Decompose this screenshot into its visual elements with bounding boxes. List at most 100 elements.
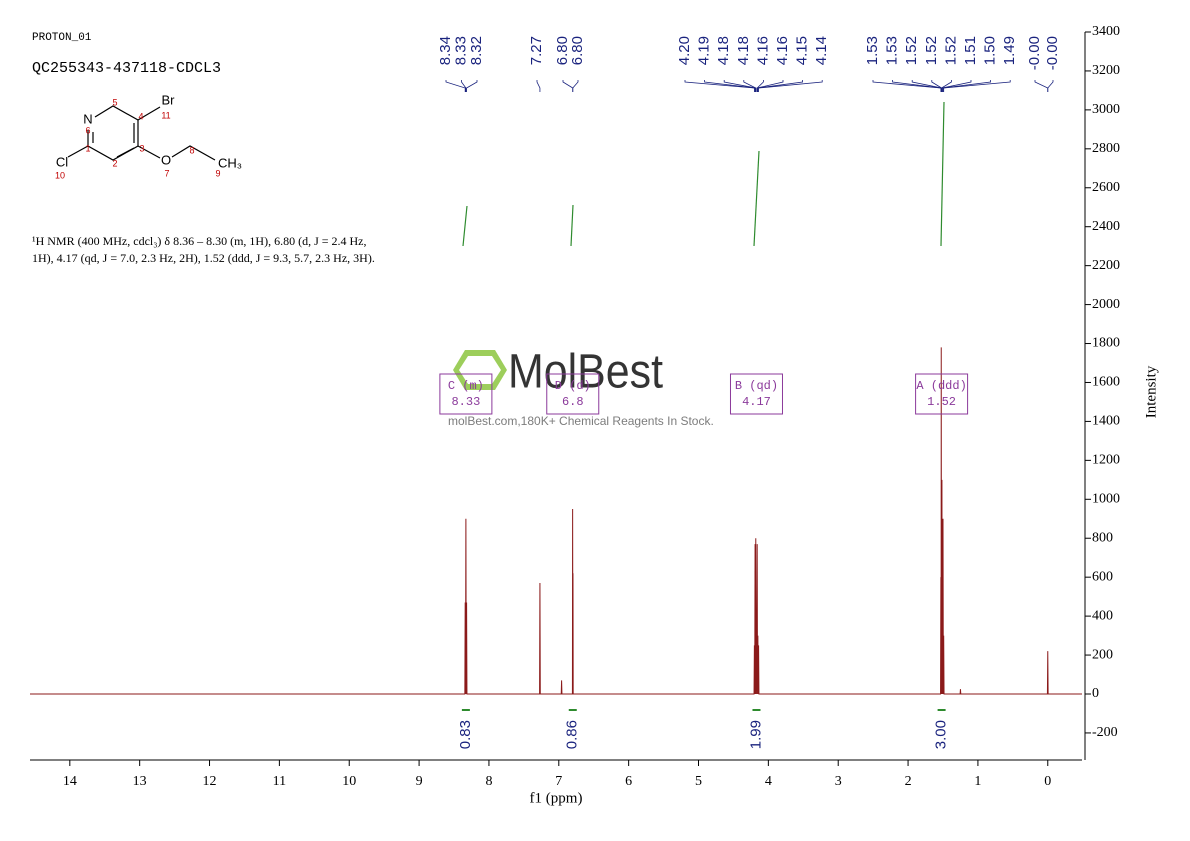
- y-tick-label: 3400: [1092, 24, 1120, 39]
- y-tick-label: 2800: [1092, 141, 1120, 156]
- peak-connector: [445, 80, 466, 92]
- atom-number: 5: [112, 97, 117, 107]
- x-tick-label: 5: [695, 774, 702, 789]
- x-tick-label: 2: [905, 774, 912, 789]
- atom: CH₃: [218, 155, 242, 170]
- multiplet-box: [729, 373, 783, 415]
- y-tick-label: 3200: [1092, 63, 1120, 78]
- atom-number: 2: [112, 158, 117, 168]
- peak-label: 8.34: [437, 36, 454, 65]
- y-tick-label: 1200: [1092, 453, 1120, 468]
- x-tick-label: 9: [416, 774, 423, 789]
- sample: QC255343-437118-CDCL3: [32, 60, 221, 77]
- peak-label: 8.32: [468, 36, 485, 65]
- peak-label: 6.80: [554, 36, 571, 65]
- structure: N Br Cl O CH₃ 5 4 11 6 1 3 2 10 7 8 9: [55, 92, 242, 180]
- peak-connector: [461, 80, 467, 92]
- x-tick-label: 1: [974, 774, 981, 789]
- peak-connector: [758, 80, 823, 92]
- peak-label: 1.53: [864, 36, 881, 65]
- y-tick-label: 1800: [1092, 336, 1120, 351]
- atom: Cl: [56, 154, 68, 169]
- brand: MolBest: [508, 346, 663, 399]
- y-tick-label: 0: [1092, 686, 1099, 701]
- atom-number: 7: [164, 168, 169, 178]
- peak-label: 1.50: [982, 36, 999, 65]
- peak-label: 4.18: [715, 36, 732, 65]
- x-tick-label: 8: [485, 774, 492, 789]
- multiplet-box: [439, 373, 493, 415]
- x-axis-label: f1 (ppm): [530, 790, 583, 806]
- peak-connector: [536, 80, 541, 92]
- description: ¹H NMR (400 MHz, cdcl₃) δ 8.36 – 8.30 (m…: [32, 234, 367, 248]
- peak-connector: [743, 80, 757, 92]
- peak-label: 1.49: [1001, 36, 1018, 65]
- x-tick-label: 11: [273, 774, 286, 789]
- multiplet-shift: 1.52: [927, 395, 956, 409]
- x-tick-label: 3: [835, 774, 842, 789]
- peak-label: 7.27: [528, 36, 545, 65]
- integral-label: 0.83: [457, 720, 474, 749]
- atom-number: 3: [139, 143, 144, 153]
- spectrum: [30, 347, 1082, 695]
- peak-label: 4.18: [735, 36, 752, 65]
- y-axis-label: Intensity: [1143, 365, 1159, 418]
- tagline: molBest.com,180K+ Chemical Reagents In S…: [448, 414, 714, 428]
- peak-connector: [704, 80, 756, 92]
- x-tick-label: 4: [765, 774, 772, 789]
- peak-label: 1.52: [923, 36, 940, 65]
- logo: [459, 356, 501, 384]
- peak-label: 1.52: [942, 36, 959, 65]
- peak-connector: [562, 80, 574, 92]
- integral-label: 1.99: [747, 720, 764, 749]
- y-tick-label: 800: [1092, 530, 1113, 545]
- peak-label: 4.15: [794, 36, 811, 65]
- atom-number: 8: [189, 145, 194, 155]
- y-tick-label: 2400: [1092, 219, 1120, 234]
- atom-number: 4: [138, 111, 143, 121]
- structure-bonds: [67, 105, 216, 161]
- peak-label: 1.53: [884, 36, 901, 65]
- atom-number: 6: [85, 125, 90, 135]
- peak-label: 4.19: [696, 36, 713, 65]
- multiplet-shift: 8.33: [451, 395, 480, 409]
- integral-label: 3.00: [933, 720, 950, 749]
- x-tick-label: 14: [63, 774, 77, 789]
- peak-label: 4.14: [813, 36, 830, 65]
- atom: O: [161, 152, 171, 167]
- y-tick-label: 400: [1092, 608, 1113, 623]
- multiplet-name: A (ddd): [916, 379, 966, 393]
- peak-label: 6.80: [569, 36, 586, 65]
- multiplet-name: B (qd): [735, 379, 778, 393]
- y-tick-label: 2200: [1092, 258, 1120, 273]
- y-tick-label: 3000: [1092, 102, 1120, 117]
- peak-connector: [684, 80, 755, 92]
- peak-connector: [757, 80, 803, 92]
- peak-connector: [1034, 80, 1049, 92]
- x-tick-label: 13: [133, 774, 147, 789]
- peak-connector: [466, 80, 478, 92]
- y-tick-label: 2600: [1092, 180, 1120, 195]
- multiplet-name: C (m): [448, 379, 484, 393]
- peak-connector: [892, 80, 942, 92]
- atom-number: 1: [85, 143, 90, 153]
- description: 1H), 4.17 (qd, J = 7.0, 2.3 Hz, 2H), 1.5…: [32, 251, 375, 265]
- peak-connector: [941, 80, 952, 92]
- watermark: MolBest molBest.com,180K+ Chemical Reage…: [448, 346, 714, 429]
- y-tick-label: 1000: [1092, 492, 1120, 507]
- multiplet-shift: 4.17: [742, 395, 771, 409]
- x-tick-label: 0: [1044, 774, 1051, 789]
- peak-label: 1.52: [903, 36, 920, 65]
- atom-number: 9: [215, 168, 220, 178]
- atom: Br: [162, 92, 176, 107]
- integral-curves: [462, 101, 945, 247]
- atom-number: 10: [55, 170, 65, 180]
- peak-label: 4.16: [754, 36, 771, 65]
- y-tick-label: 1600: [1092, 375, 1120, 390]
- multiplet-box: [546, 373, 600, 415]
- integral-label: 0.86: [564, 720, 581, 749]
- peak-connector: [943, 80, 1011, 92]
- x-tick-label: 6: [625, 774, 632, 789]
